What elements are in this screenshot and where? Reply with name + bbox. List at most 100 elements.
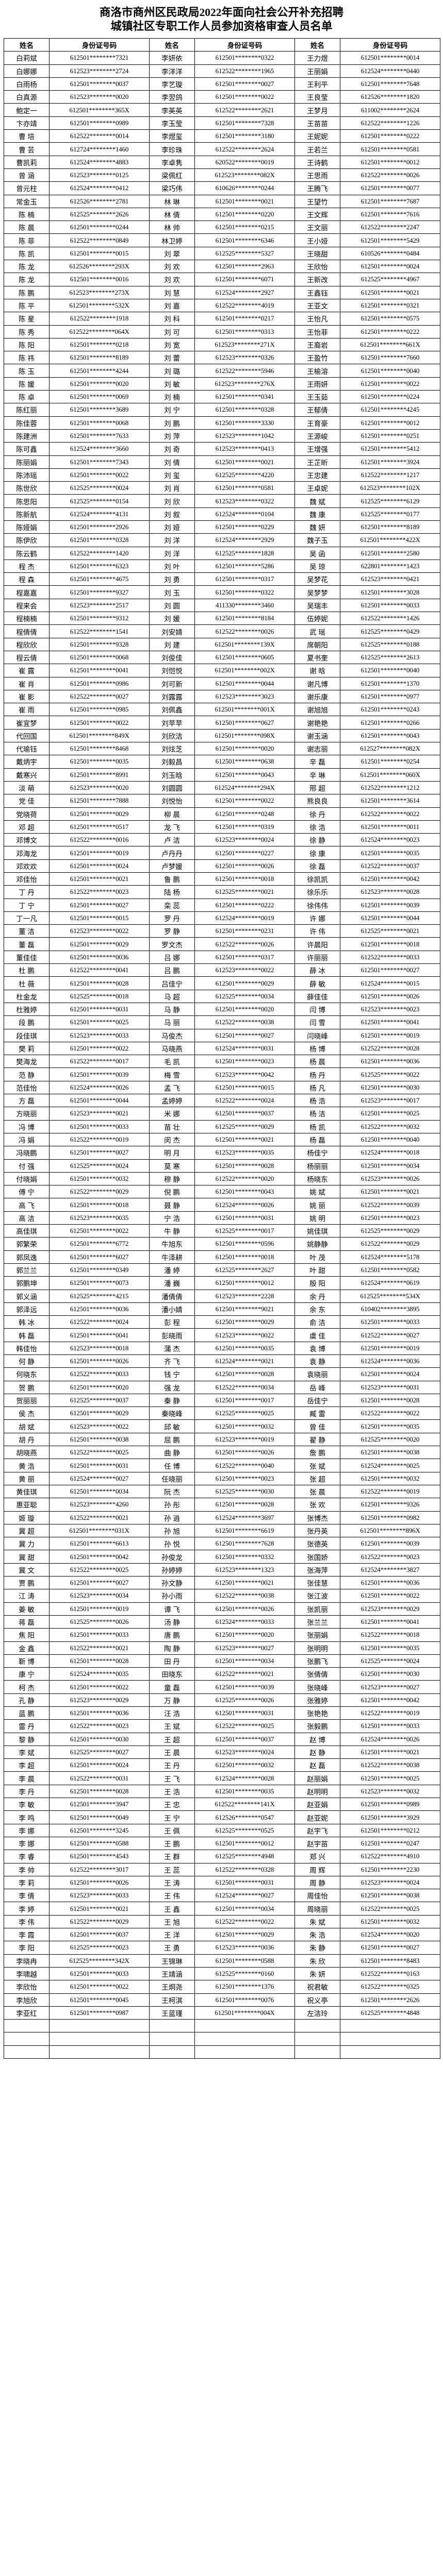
cell-id-number: 612501********0251 [340, 429, 440, 443]
cell-id-number: 612525********4220 [194, 468, 295, 482]
cell-name: 谢凡博 [294, 676, 340, 690]
cell-name: 刘 圆 [149, 598, 195, 613]
cell-name: 程楠楠 [4, 612, 50, 625]
cell-name: 王 鑫 [149, 1902, 195, 1916]
cell-name: 柯 杰 [4, 1680, 50, 1694]
cell-name: 赵 磊 [294, 1758, 340, 1772]
cell-id-number: 612522********0019 [340, 1484, 440, 1499]
cell-name: 徐乐乐 [294, 885, 340, 899]
cell-id-number: 612525********534X [340, 1289, 440, 1303]
cell-id-number: 612501********0037 [49, 77, 150, 91]
cell-id-number: 612501********0989 [340, 1798, 440, 1811]
cell-name: 陈红丽 [4, 403, 50, 417]
cell-name: 梁巧伟 [149, 181, 195, 195]
cell-id-number: 612522********0025 [49, 1563, 150, 1577]
cell-name: 刘露露 [149, 689, 195, 704]
table-row: 冯 博 612501********0033 苗 壮 612525********00… [4, 1120, 440, 1133]
cell-id-number: 612522********0026 [194, 624, 295, 638]
cell-name: 王雨妍 [294, 377, 340, 391]
table-row: 崔 雨 612501********0985 刘佩鑫 612501********00… [4, 703, 440, 717]
cell-name: 潘 婷 [149, 1263, 195, 1277]
cell-name: 田晓东 [149, 1667, 195, 1681]
cell-id-number: 612501********0040 [340, 664, 440, 677]
cell-name: 祝义亭 [294, 1993, 340, 2007]
cell-name: 崔 肖 [4, 676, 50, 690]
cell-id-number: 612501********0028 [49, 1784, 150, 1799]
table-row: 贺 鹏 612501********0020 强 龙 612522********00… [4, 1380, 440, 1394]
cell-name: 代回国 [4, 728, 50, 743]
cell-name: 林 帅 [149, 221, 195, 234]
table-row: 陈 凯 612501********0015 刘 翠 612525********53… [4, 246, 440, 261]
cell-name: 刘 建 [149, 637, 195, 651]
table-row: 鲍定一 612501********365X 李英英 612522********26… [4, 103, 440, 117]
cell-name: 魏 康 [294, 507, 340, 521]
cell-name: 薛佳佳 [294, 989, 340, 1003]
title-line-2: 城镇社区专职工作人员参加资格审查人员名单 [110, 20, 333, 32]
table-row: 李 睿 612501********4543 王 群 612525********49… [4, 1850, 440, 1863]
table-row: 陈 楠 612525********2626 林 倩 612501********02… [4, 207, 440, 222]
cell-id-number: 612523********0019 [194, 1432, 295, 1447]
cell-name: 冀 超 [4, 1523, 50, 1538]
cell-id-number: 612522********1426 [340, 612, 440, 625]
cell-name: 潘倩倩 [149, 1289, 195, 1303]
cell-id-number: 612501********0069 [49, 390, 150, 404]
cell-name: 胡 斌 [4, 1419, 50, 1433]
cell-id-number: 612525********4215 [49, 1289, 150, 1303]
cell-id-number: 612522********0038 [340, 1758, 440, 1772]
cell-id-number: 612523********0024 [194, 1745, 295, 1759]
cell-name: 韩 磊 [4, 1328, 50, 1342]
cell-id-number: 612525********0021 [194, 885, 295, 899]
cell-id-number: 612501********0044 [340, 911, 440, 925]
cell-id-number: 612522********4910 [340, 1850, 440, 1863]
cell-name: 陈 卓 [4, 390, 50, 404]
cell-name: 徐凯凯 [294, 872, 340, 886]
cell-name: 蒲 杰 [149, 1341, 195, 1355]
cell-name: 王良莹 [294, 90, 340, 104]
cell-name: 姚静静 [294, 1237, 340, 1251]
cell-id-number: 612525********0023 [49, 1941, 150, 1955]
cell-id-number: 612524********2929 [194, 533, 295, 547]
cell-name: 朱 静 [294, 1941, 340, 1955]
cell-id-number: 612501********0033 [49, 1628, 150, 1642]
cell-name: 王芷昕 [294, 455, 340, 469]
cell-name: 张德英 [294, 1537, 340, 1551]
cell-id-number: 612522********0034 [194, 1380, 295, 1394]
cell-id-number: 612501********8184 [194, 612, 295, 625]
cell-name: 白真源 [4, 90, 50, 104]
table-row: 付 强 612525********0024 莫 寒 612501********00… [4, 1159, 440, 1173]
cell-name: 陈 平 [4, 298, 50, 313]
cell-id-number: 612501********0023 [340, 1211, 440, 1225]
table-row: 陈红丽 612501********3689 刘 宁 612501********03… [4, 403, 440, 417]
cell-name: 张海萍 [294, 1563, 340, 1577]
cell-name: 魏 妍 [294, 520, 340, 534]
cell-id-number: 612501********031X [49, 1523, 150, 1538]
cell-name: 刘佩鑫 [149, 703, 195, 717]
cell-id-number: 612501********0025 [49, 1015, 150, 1029]
cell-id-number: 612501********6027 [49, 1250, 150, 1264]
cell-name: 米 娜 [149, 1107, 195, 1121]
cell-name: 刘 璐 [149, 364, 195, 378]
cell-id-number: 612501********8483 [340, 1954, 440, 1968]
cell-name: 陆 杨 [149, 885, 195, 899]
cell-blank [340, 2045, 440, 2059]
cell-name: 童 磊 [149, 1680, 195, 1694]
cell-id-number: 612501********3924 [340, 455, 440, 469]
cell-id-number: 612522********0021 [194, 1667, 295, 1681]
cell-name: 杨 洁 [294, 1107, 340, 1121]
cell-id-number: 612522********1217 [340, 468, 440, 482]
cell-id-number: 612501********0022 [340, 1589, 440, 1603]
cell-id-number: 612522********0032 [340, 1120, 440, 1133]
cell-id-number: 612501********0341 [194, 390, 295, 404]
cell-name: 金 鑫 [4, 1641, 50, 1655]
cell-name: 卢梦媛 [149, 859, 195, 873]
cell-id-number: 612523********0023 [340, 1002, 440, 1016]
cell-id-number: 612501********0575 [340, 312, 440, 326]
cell-id-number: 612501********3245 [49, 1823, 150, 1837]
cell-name: 李艺璇 [149, 77, 195, 91]
cell-id-number: 612501********0036 [49, 1706, 150, 1720]
table-row: 姜 敏 612501********0019 谭 飞 612501********00… [4, 1602, 440, 1616]
cell-name: 王文丽 [294, 221, 340, 234]
cell-id-number: 612501********0025 [340, 1771, 440, 1785]
cell-name: 聂 静 [149, 1198, 195, 1212]
cell-name: 李 丹 [4, 1784, 50, 1799]
